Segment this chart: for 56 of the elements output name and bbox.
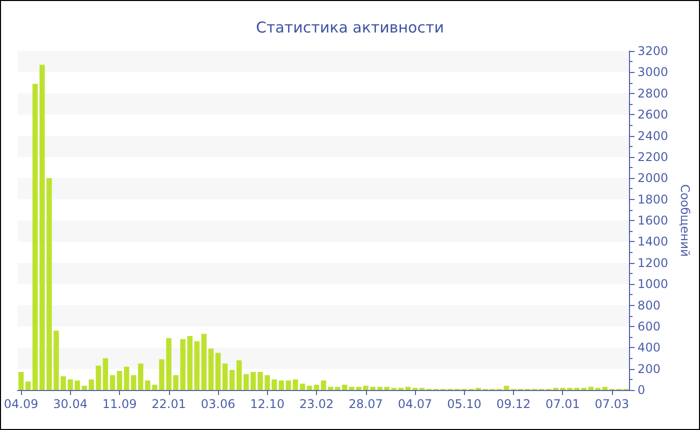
bar	[194, 341, 200, 390]
bar	[504, 386, 510, 390]
y-tick-label: 2000	[638, 171, 668, 186]
y-tick-label: 200	[638, 362, 660, 376]
bar	[215, 352, 221, 390]
y-tick-label: 1400	[638, 234, 668, 249]
y-tick-label: 2200	[638, 150, 668, 164]
bar	[124, 366, 130, 390]
bar	[208, 348, 214, 390]
bar	[201, 334, 207, 390]
y-tick-label: 2400	[638, 128, 668, 143]
x-tick-label: 12.10	[250, 397, 284, 411]
bar	[187, 336, 193, 390]
y-tick-label: 600	[638, 319, 660, 334]
chart-title: Статистика активности	[256, 18, 444, 36]
bar	[88, 379, 94, 390]
bar	[320, 380, 326, 390]
bar	[300, 384, 306, 390]
bar	[110, 375, 116, 390]
x-tick-label: 30.04	[53, 397, 88, 411]
bar	[222, 364, 228, 390]
y-tick-label: 1600	[638, 214, 668, 228]
x-tick-label: 07.03	[594, 397, 630, 411]
bar	[96, 366, 102, 390]
y-tick-label: 400	[638, 340, 660, 355]
y-tick-label: 3000	[638, 65, 668, 80]
bar	[328, 386, 334, 390]
x-tick-label: 07.01	[546, 397, 580, 411]
x-tick-label: 11.09	[102, 397, 137, 411]
bar	[229, 370, 235, 390]
bar	[602, 386, 608, 390]
y-tick-label: 0	[638, 383, 646, 397]
y-tick-label: 1200	[638, 256, 668, 270]
x-tick-label: 09.12	[496, 397, 531, 411]
y-axis-title: Сообщений	[678, 184, 692, 257]
bar	[18, 372, 24, 390]
bar	[25, 382, 31, 390]
x-tick-label: 05.10	[447, 397, 482, 411]
y-tick-label: 800	[638, 298, 660, 312]
x-tick-label: 04.09	[4, 397, 38, 411]
y-tick-label: 2800	[638, 86, 668, 100]
y-tick-label: 1800	[638, 192, 668, 206]
bar	[116, 370, 122, 390]
bar	[314, 384, 320, 390]
x-tick-label: 03.06	[200, 397, 236, 411]
y-tick-label: 2600	[638, 108, 668, 122]
x-tick-label: 23.02	[299, 397, 334, 411]
bar	[102, 358, 108, 390]
x-tick-label: 28.07	[348, 397, 383, 411]
y-tick-label: 3200	[638, 44, 668, 58]
bar	[292, 379, 298, 390]
x-tick-label: 04.07	[398, 397, 432, 411]
bar	[405, 386, 411, 390]
bar	[306, 386, 312, 390]
y-tick-label: 1000	[638, 277, 668, 292]
x-tick-label: 22.01	[152, 397, 186, 411]
